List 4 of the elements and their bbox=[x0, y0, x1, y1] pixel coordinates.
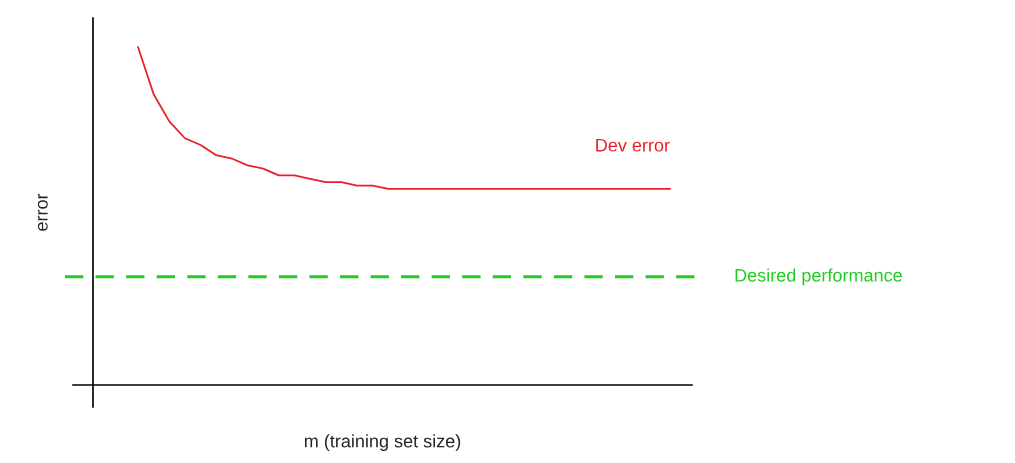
ref-line-label: Desired performance bbox=[735, 268, 902, 286]
text: Dev error bbox=[596, 138, 670, 152]
y-axis-title: error bbox=[37, 193, 48, 231]
x-axis-title: m (training set size) bbox=[304, 434, 461, 452]
